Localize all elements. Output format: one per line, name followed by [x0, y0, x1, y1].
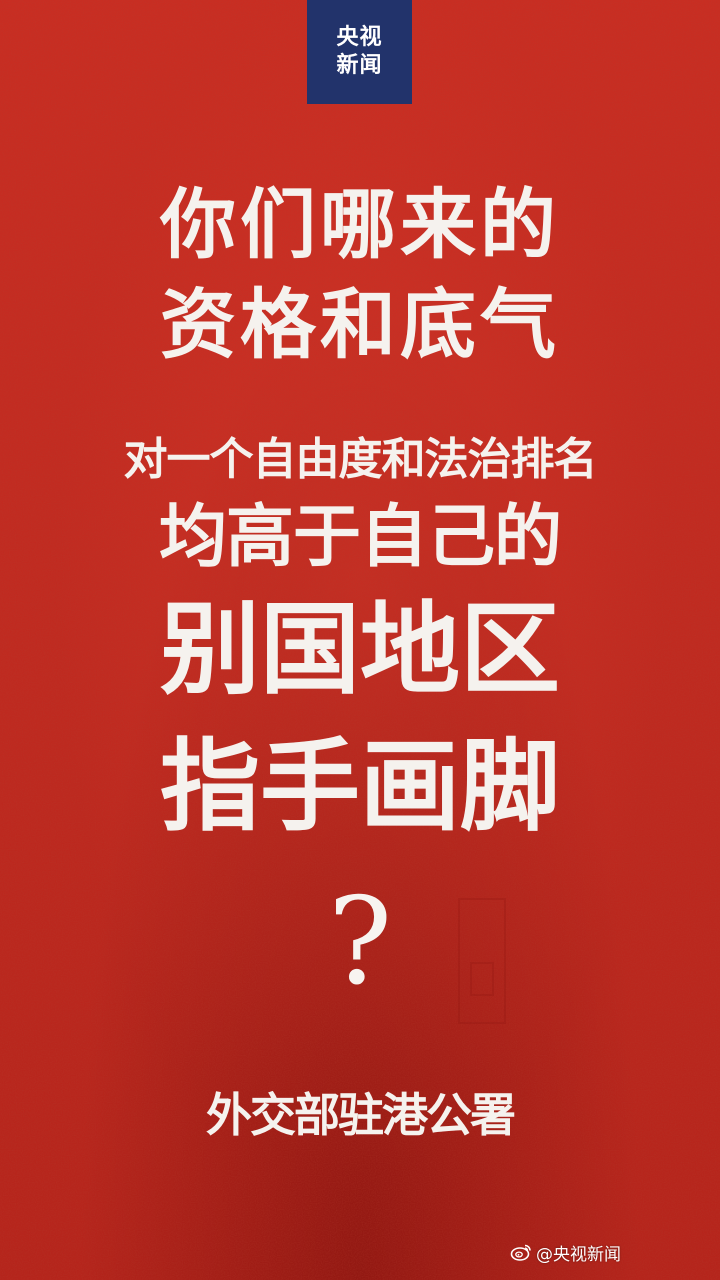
headline-line-1: 你们哪来的 [160, 180, 560, 269]
cctv-news-logo: 央视 新闻 [307, 0, 412, 104]
headline-line-5: 别国地区 [160, 590, 560, 708]
headline-line-2: 资格和底气 [160, 280, 560, 369]
weibo-icon [510, 1244, 531, 1261]
logo-line-1: 央视 [336, 25, 383, 50]
headline-line-4: 均高于自己的 [158, 497, 562, 577]
headline-line-3: 对一个自由度和法治排名 [123, 434, 598, 485]
watermark: @央视新闻 [510, 1240, 621, 1265]
logo-line-2: 新闻 [336, 53, 383, 78]
headline-line-6: 指手画脚 [160, 727, 560, 845]
wall-mark [458, 898, 506, 1024]
question-mark: ? [327, 873, 393, 1012]
watermark-text: @央视新闻 [536, 1244, 621, 1265]
signature: 外交部驻港公署 [206, 1088, 516, 1142]
